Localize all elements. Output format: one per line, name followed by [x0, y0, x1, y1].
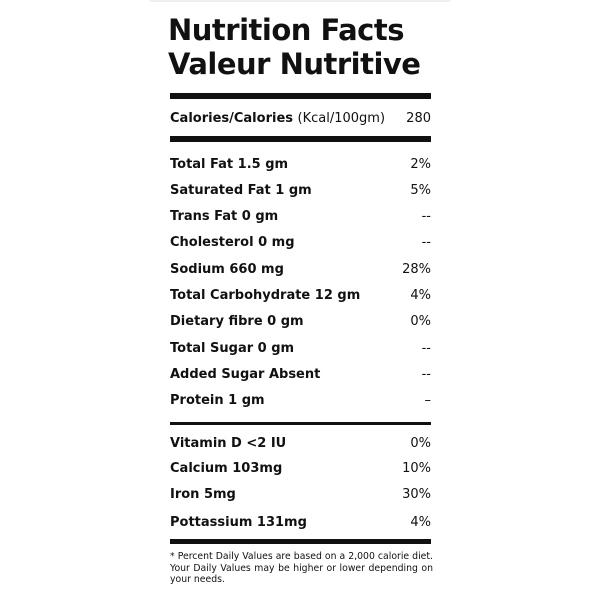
divider-thick [170, 136, 431, 142]
nutrient-label: Dietary fibre 0 gm [170, 314, 304, 330]
nutrient-row: Calcium 103mg 10% [170, 459, 431, 479]
nutrient-label: Vitamin D <2 IU [170, 435, 287, 451]
nutrient-row: Total Sugar 0 gm -- [170, 338, 431, 358]
nutrient-row: Cholesterol 0 mg -- [170, 233, 431, 253]
title-french: Valeur Nutritive [168, 47, 421, 81]
daily-value: 30% [402, 486, 431, 502]
nutrient-row: Protein 1 gm – [170, 391, 431, 411]
footnote: * Percent Daily Values are based on a 2,… [170, 551, 433, 585]
daily-value: -- [421, 340, 431, 356]
nutrient-label: Total Sugar 0 gm [170, 340, 295, 356]
daily-value: -- [421, 366, 431, 382]
daily-value: 4% [410, 515, 431, 530]
nutrient-row: Iron 5mg 30% [170, 484, 431, 504]
nutrient-row: Vitamin D <2 IU 0% [170, 433, 431, 453]
nutrient-row: Sodium 660 mg 28% [170, 259, 431, 279]
nutrient-row: Pottassium 131mg 4% [170, 513, 431, 533]
nutrient-label: Pottassium 131mg [170, 515, 307, 530]
title-english: Nutrition Facts [168, 13, 404, 47]
divider-thick [170, 93, 431, 99]
nutrient-row: Total Carbohydrate 12 gm 4% [170, 286, 431, 306]
daily-value: 4% [410, 288, 431, 303]
nutrient-label: Iron 5mg [170, 486, 236, 502]
daily-value: 28% [402, 261, 431, 277]
daily-value: -- [421, 209, 431, 225]
nutrition-label [150, 0, 450, 600]
nutrient-label: Added Sugar Absent [170, 366, 321, 382]
nutrient-label: Calcium 103mg [170, 461, 283, 476]
calories-row: Calories/Calories (Kcal/100gm) 280 [170, 108, 431, 128]
calories-label: Calories/Calories [170, 110, 293, 126]
daily-value: 5% [410, 182, 431, 198]
daily-value: 10% [402, 461, 431, 476]
nutrient-label: Total Carbohydrate 12 gm [170, 288, 361, 303]
daily-value: – [424, 393, 432, 409]
divider [170, 422, 431, 425]
nutrient-label: Saturated Fat 1 gm [170, 182, 312, 198]
nutrient-row: Saturated Fat 1 gm 5% [170, 180, 431, 200]
daily-value: 0% [410, 314, 431, 330]
nutrient-label: Sodium 660 mg [170, 261, 284, 277]
nutrient-label: Cholesterol 0 mg [170, 235, 295, 251]
daily-value: 0% [410, 435, 431, 451]
nutrient-label: Trans Fat 0 gm [170, 209, 279, 225]
daily-value: 2% [410, 156, 431, 172]
calories-unit: (Kcal/100gm) [297, 110, 386, 126]
nutrient-label: Protein 1 gm [170, 393, 265, 409]
nutrient-row: Added Sugar Absent -- [170, 364, 431, 384]
daily-value: -- [421, 235, 431, 251]
divider-thick [170, 539, 431, 544]
nutrient-row: Dietary fibre 0 gm 0% [170, 312, 431, 332]
calories-value: 280 [406, 110, 431, 126]
nutrient-label: Total Fat 1.5 gm [170, 156, 289, 172]
nutrient-row: Trans Fat 0 gm -- [170, 207, 431, 227]
nutrient-row: Total Fat 1.5 gm 2% [170, 154, 431, 174]
